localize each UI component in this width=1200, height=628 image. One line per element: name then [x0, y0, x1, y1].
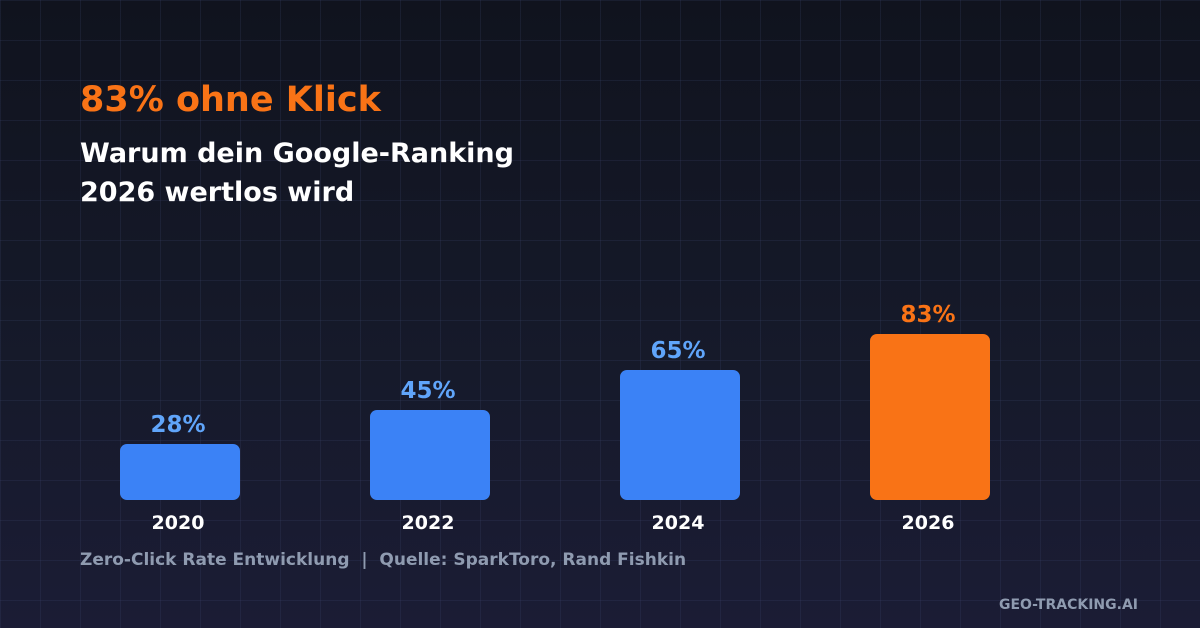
- caption-source: Zero-Click Rate Entwicklung | Quelle: Sp…: [80, 550, 687, 570]
- subtitle: Warum dein Google-Ranking 2026 wertlos w…: [80, 134, 514, 212]
- x-tick-label-2024: 2024: [652, 512, 705, 534]
- bar-2024: [620, 370, 740, 500]
- data-label-2022: 45%: [400, 378, 455, 404]
- data-label-2020: 28%: [150, 412, 205, 438]
- data-label-2024: 65%: [650, 338, 705, 364]
- data-label-2026: 83%: [900, 302, 955, 328]
- bar-2026: [870, 334, 990, 500]
- x-tick-label-2022: 2022: [402, 512, 455, 534]
- headline: 83% ohne Klick: [80, 80, 381, 120]
- x-tick-label-2020: 2020: [152, 512, 205, 534]
- bar-2020: [120, 444, 240, 500]
- subtitle-line-1: Warum dein Google-Ranking: [80, 138, 514, 169]
- brand-logo-text: GEO-TRACKING.AI: [998, 597, 1138, 613]
- bar-2022: [370, 410, 490, 500]
- subtitle-line-2: 2026 wertlos wird: [80, 177, 355, 208]
- x-tick-label-2026: 2026: [902, 512, 955, 534]
